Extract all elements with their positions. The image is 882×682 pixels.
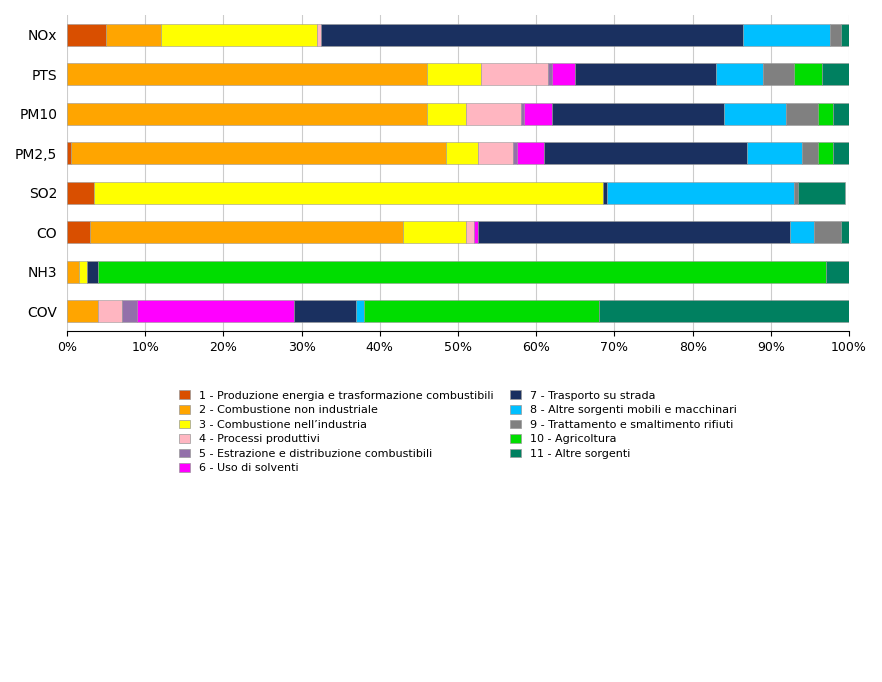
Bar <box>321 24 744 46</box>
Bar <box>122 300 138 322</box>
Bar <box>427 63 482 85</box>
Legend: 1 - Produzione energia e trasformazione combustibili, 2 - Combustione non indust: 1 - Produzione energia e trasformazione … <box>176 387 740 477</box>
Bar <box>67 103 427 125</box>
Bar <box>833 103 849 125</box>
Bar <box>841 24 849 46</box>
Bar <box>544 143 747 164</box>
Bar <box>795 63 822 85</box>
Bar <box>724 103 787 125</box>
Bar <box>512 143 517 164</box>
Bar <box>747 143 802 164</box>
Bar <box>548 63 552 85</box>
Bar <box>795 182 798 204</box>
Bar <box>466 103 520 125</box>
Bar <box>818 103 833 125</box>
Bar <box>138 300 294 322</box>
Bar <box>67 63 427 85</box>
Bar <box>67 143 71 164</box>
Bar <box>790 222 814 243</box>
Bar <box>814 222 841 243</box>
Bar <box>474 222 477 243</box>
Bar <box>446 143 477 164</box>
Bar <box>520 103 525 125</box>
Bar <box>67 261 78 282</box>
Bar <box>525 103 552 125</box>
Bar <box>826 261 849 282</box>
Bar <box>798 182 845 204</box>
Bar <box>318 24 321 46</box>
Bar <box>477 143 512 164</box>
Bar <box>552 103 724 125</box>
Bar <box>106 24 161 46</box>
Bar <box>86 261 98 282</box>
Bar <box>841 222 849 243</box>
Bar <box>599 300 849 322</box>
Bar <box>67 24 106 46</box>
Bar <box>575 63 716 85</box>
Bar <box>602 182 607 204</box>
Bar <box>91 222 403 243</box>
Bar <box>356 300 364 322</box>
Bar <box>482 63 548 85</box>
Bar <box>161 24 318 46</box>
Bar <box>466 222 474 243</box>
Bar <box>833 143 849 164</box>
Bar <box>67 182 94 204</box>
Bar <box>517 143 544 164</box>
Bar <box>94 182 602 204</box>
Bar <box>607 182 795 204</box>
Bar <box>744 24 829 46</box>
Bar <box>552 63 575 85</box>
Bar <box>98 300 122 322</box>
Bar <box>829 24 841 46</box>
Bar <box>818 143 833 164</box>
Bar <box>364 300 599 322</box>
Bar <box>802 143 818 164</box>
Bar <box>403 222 466 243</box>
Bar <box>98 261 826 282</box>
Bar <box>427 103 466 125</box>
Bar <box>477 222 790 243</box>
Bar <box>763 63 795 85</box>
Bar <box>822 63 849 85</box>
Bar <box>71 143 446 164</box>
Bar <box>78 261 86 282</box>
Bar <box>294 300 356 322</box>
Bar <box>716 63 763 85</box>
Bar <box>67 300 98 322</box>
Bar <box>67 222 91 243</box>
Bar <box>787 103 818 125</box>
